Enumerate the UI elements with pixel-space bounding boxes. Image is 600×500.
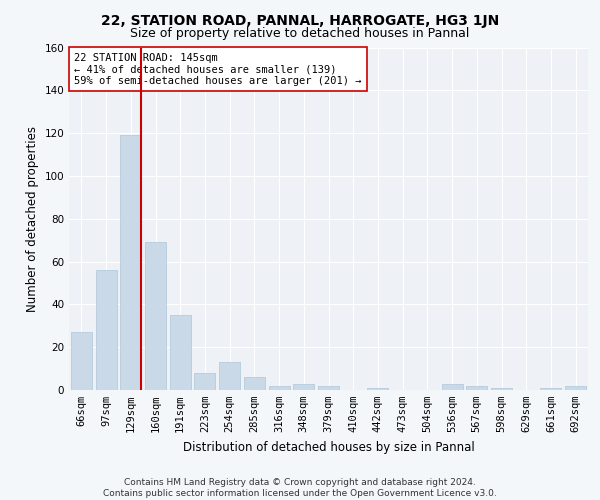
Text: 22, STATION ROAD, PANNAL, HARROGATE, HG3 1JN: 22, STATION ROAD, PANNAL, HARROGATE, HG3… [101,14,499,28]
X-axis label: Distribution of detached houses by size in Pannal: Distribution of detached houses by size … [182,440,475,454]
Bar [541,388,562,390]
Bar [194,373,215,390]
Bar [71,332,92,390]
Bar [318,386,339,390]
Y-axis label: Number of detached properties: Number of detached properties [26,126,39,312]
Bar [466,386,487,390]
Text: Contains HM Land Registry data © Crown copyright and database right 2024.
Contai: Contains HM Land Registry data © Crown c… [103,478,497,498]
Bar [170,315,191,390]
Bar [244,377,265,390]
Text: 22 STATION ROAD: 145sqm
← 41% of detached houses are smaller (139)
59% of semi-d: 22 STATION ROAD: 145sqm ← 41% of detache… [74,52,362,86]
Bar [565,386,586,390]
Bar [293,384,314,390]
Bar [145,242,166,390]
Bar [442,384,463,390]
Text: Size of property relative to detached houses in Pannal: Size of property relative to detached ho… [130,28,470,40]
Bar [269,386,290,390]
Bar [95,270,116,390]
Bar [367,388,388,390]
Bar [491,388,512,390]
Bar [219,362,240,390]
Bar [120,136,141,390]
